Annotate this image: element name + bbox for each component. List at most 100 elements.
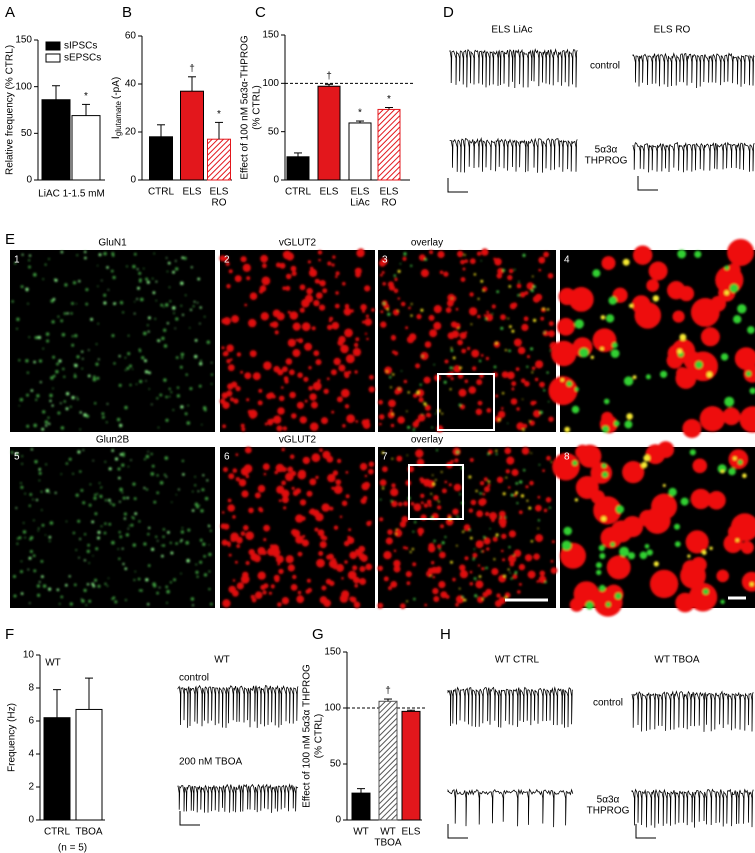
- puncta: [521, 447, 530, 455]
- puncta: [33, 519, 35, 522]
- puncta: [362, 309, 365, 313]
- puncta: [222, 424, 227, 429]
- puncta: [231, 315, 240, 323]
- puncta: [365, 418, 370, 424]
- puncta: [76, 355, 80, 359]
- puncta: [74, 373, 76, 376]
- condition-label: control: [593, 698, 623, 709]
- puncta: [222, 317, 231, 326]
- puncta: [450, 377, 454, 381]
- puncta: [495, 449, 498, 452]
- x-tick-label: CTRL: [285, 187, 312, 198]
- x-tick-label: CTRL: [148, 187, 175, 198]
- puncta: [137, 286, 140, 290]
- puncta: [329, 506, 334, 511]
- trace: [177, 684, 299, 728]
- micrograph-signal: [377, 447, 558, 609]
- puncta: [258, 388, 263, 393]
- puncta: [133, 579, 136, 581]
- puncta: [448, 483, 452, 487]
- puncta: [228, 269, 233, 274]
- micrograph: [219, 248, 375, 432]
- puncta: [221, 346, 225, 350]
- puncta: [406, 600, 408, 603]
- puncta: [443, 380, 447, 384]
- puncta: [18, 405, 20, 407]
- puncta: [518, 582, 522, 586]
- puncta: [492, 536, 498, 542]
- puncta: [595, 562, 602, 569]
- puncta: [470, 536, 473, 540]
- puncta: [37, 527, 40, 530]
- puncta: [48, 540, 51, 542]
- puncta: [466, 346, 471, 351]
- puncta: [35, 398, 38, 401]
- puncta: [267, 419, 274, 426]
- puncta: [273, 574, 280, 581]
- puncta: [403, 379, 408, 384]
- puncta: [382, 487, 385, 490]
- puncta: [441, 488, 447, 494]
- puncta: [420, 493, 425, 498]
- puncta: [29, 493, 33, 496]
- puncta: [181, 256, 184, 260]
- puncta: [54, 278, 58, 282]
- puncta: [132, 517, 135, 520]
- puncta: [150, 472, 155, 476]
- puncta: [157, 339, 161, 343]
- puncta: [175, 260, 177, 262]
- condition-label: THPROG: [587, 806, 630, 817]
- bar: [348, 122, 372, 181]
- micrograph-signal: [219, 248, 375, 432]
- puncta: [345, 494, 350, 499]
- puncta: [29, 602, 31, 604]
- puncta: [494, 600, 502, 607]
- puncta: [321, 585, 327, 591]
- puncta: [190, 266, 193, 269]
- puncta: [65, 407, 69, 411]
- puncta: [274, 330, 279, 335]
- puncta: [45, 332, 50, 336]
- puncta: [510, 398, 518, 405]
- puncta: [688, 582, 718, 612]
- puncta: [49, 521, 54, 525]
- puncta: [39, 381, 42, 384]
- puncta: [502, 268, 506, 272]
- puncta: [513, 338, 522, 347]
- puncta: [182, 473, 185, 476]
- puncta: [492, 312, 494, 315]
- puncta: [384, 366, 392, 375]
- puncta: [60, 426, 65, 430]
- puncta: [524, 381, 530, 387]
- puncta: [118, 355, 121, 358]
- y-tick-label: 0: [28, 815, 34, 826]
- puncta: [21, 463, 23, 465]
- condition-label: 5α3α: [597, 795, 620, 806]
- puncta: [226, 390, 233, 397]
- puncta: [132, 543, 136, 547]
- puncta: [724, 265, 730, 271]
- puncta: [306, 578, 311, 583]
- puncta: [82, 449, 85, 451]
- puncta: [739, 406, 755, 433]
- micrograph: [378, 248, 558, 433]
- puncta: [724, 290, 730, 296]
- puncta: [28, 254, 32, 257]
- puncta: [458, 403, 462, 407]
- puncta: [601, 516, 607, 522]
- puncta: [20, 570, 23, 574]
- puncta: [208, 544, 210, 546]
- puncta: [482, 492, 486, 496]
- puncta: [275, 262, 281, 268]
- puncta: [248, 507, 254, 514]
- puncta: [574, 319, 584, 329]
- puncta: [499, 516, 501, 519]
- puncta: [354, 267, 362, 275]
- puncta: [163, 344, 168, 348]
- puncta: [153, 500, 157, 504]
- puncta: [277, 562, 281, 566]
- puncta: [54, 491, 57, 494]
- puncta: [90, 317, 94, 321]
- puncta: [394, 277, 398, 282]
- puncta: [450, 347, 453, 349]
